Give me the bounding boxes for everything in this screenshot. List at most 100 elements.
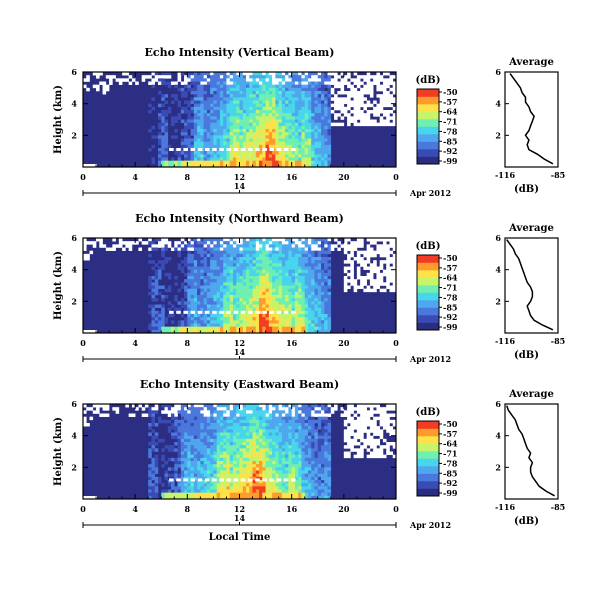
intensity-cell: [298, 106, 302, 111]
intensity-cell: [278, 244, 283, 248]
intensity-cell: [255, 266, 260, 270]
intensity-cell: [301, 263, 306, 267]
intensity-cell: [167, 419, 172, 424]
intensity-cell: [268, 288, 273, 293]
intensity-cell: [278, 125, 283, 130]
intensity-cell: [304, 141, 309, 146]
intensity-cell: [265, 129, 270, 133]
intensity-cell: [187, 407, 191, 411]
intensity-cell: [311, 326, 315, 331]
intensity-cell: [304, 326, 309, 331]
intensity-cell: [252, 467, 257, 471]
intensity-cell: [252, 141, 257, 146]
data-gap: [291, 244, 296, 248]
intensity-cell: [236, 110, 240, 114]
intensity-cell: [157, 416, 162, 421]
intensity-cell: [148, 291, 152, 296]
intensity-cell: [223, 304, 227, 308]
intensity-cell: [272, 263, 276, 267]
intensity-cell: [291, 138, 296, 142]
heatmap-field: [83, 404, 397, 500]
intensity-cell: [167, 144, 172, 149]
intensity-cell: [301, 279, 306, 283]
intensity-cell: [281, 78, 286, 82]
intensity-cell: [151, 304, 156, 308]
intensity-cell: [291, 119, 296, 123]
intensity-cell: [226, 151, 231, 155]
intensity-cell: [180, 301, 185, 305]
intensity-cell: [317, 125, 322, 130]
surface-intensity-cell: [294, 160, 299, 167]
intensity-cell: [210, 100, 214, 104]
data-gap: [187, 247, 191, 251]
intensity-cell: [226, 132, 231, 136]
data-gap: [369, 269, 374, 274]
intensity-cell: [321, 304, 325, 308]
intensity-cell: [223, 416, 227, 421]
intensity-cell: [203, 457, 208, 462]
intensity-cell: [249, 144, 253, 149]
data-gap: [373, 81, 377, 85]
intensity-cell: [213, 266, 217, 270]
intensity-cell: [252, 116, 257, 120]
intensity-cell: [242, 110, 247, 114]
data-gap: [226, 410, 231, 414]
intensity-cell: [246, 454, 250, 459]
intensity-cell: [246, 483, 250, 487]
intensity-cell: [252, 413, 257, 417]
intensity-cell: [200, 307, 204, 312]
intensity-cell: [148, 454, 152, 459]
intensity-cell: [281, 250, 286, 255]
intensity-cell: [281, 247, 286, 251]
intensity-cell: [200, 285, 204, 289]
intensity-cell: [272, 94, 276, 98]
intensity-cell: [249, 317, 253, 321]
intensity-cell: [226, 110, 231, 114]
data-gap: [350, 279, 354, 283]
intensity-cell: [252, 416, 257, 421]
intensity-cell: [317, 269, 322, 274]
intensity-cell: [219, 423, 224, 427]
intensity-cell: [226, 122, 231, 127]
intensity-cell: [272, 260, 276, 264]
intensity-cell: [265, 75, 270, 79]
bright-band-gap: [204, 310, 210, 314]
intensity-cell: [275, 314, 279, 318]
intensity-cell: [249, 91, 253, 95]
intensity-cell: [184, 138, 188, 142]
intensity-cell: [321, 276, 325, 280]
intensity-cell: [311, 103, 315, 108]
intensity-cell: [281, 91, 286, 95]
intensity-cell: [180, 451, 185, 455]
intensity-cell: [278, 464, 283, 468]
intensity-cell: [232, 285, 237, 289]
data-gap: [311, 244, 315, 248]
intensity-cell: [226, 241, 231, 245]
intensity-cell: [288, 317, 292, 321]
intensity-cell: [232, 432, 237, 436]
data-gap: [177, 404, 182, 408]
intensity-cell: [242, 423, 247, 427]
intensity-cell: [206, 103, 211, 108]
intensity-cell: [298, 317, 302, 321]
intensity-cell: [268, 260, 273, 264]
intensity-cell: [314, 141, 319, 146]
intensity-cell: [259, 276, 263, 280]
intensity-cell: [206, 110, 211, 114]
data-gap: [343, 250, 348, 255]
intensity-cell: [314, 266, 319, 270]
data-gap: [337, 247, 341, 251]
data-gap: [347, 272, 351, 277]
intensity-cell: [317, 263, 322, 267]
data-gap: [386, 250, 390, 255]
intensity-cell: [184, 157, 188, 161]
intensity-cell: [307, 113, 312, 117]
intensity-cell: [252, 464, 257, 468]
intensity-cell: [210, 323, 214, 327]
data-gap: [141, 407, 146, 411]
intensity-cell: [180, 467, 185, 471]
data-gap: [356, 110, 361, 114]
intensity-cell: [236, 253, 240, 258]
intensity-cell: [167, 72, 172, 76]
data-gap: [343, 91, 348, 95]
